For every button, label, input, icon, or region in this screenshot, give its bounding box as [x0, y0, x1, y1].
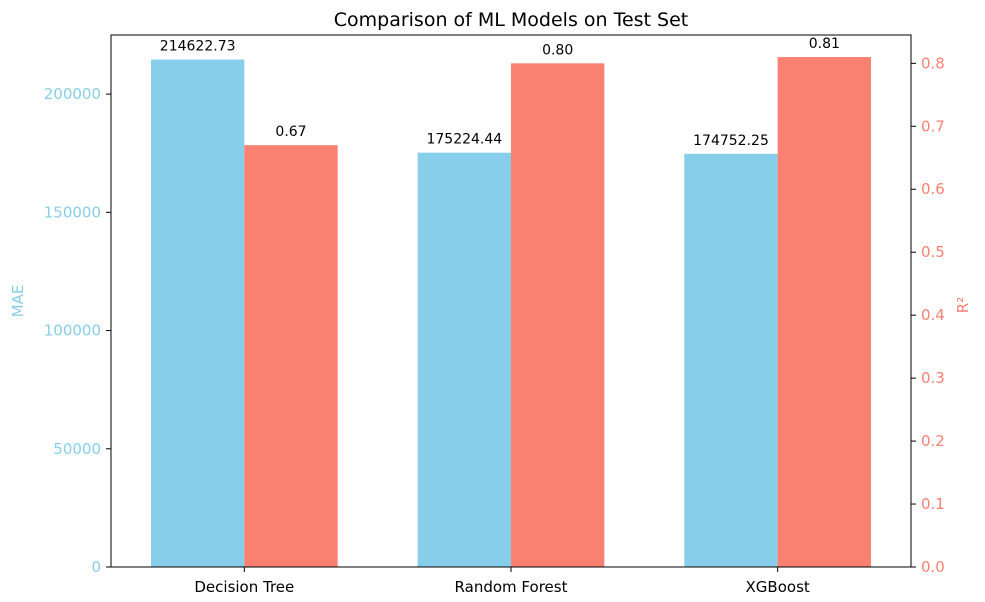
- x-tick-label-decision-tree: Decision Tree: [194, 578, 294, 596]
- data-label-mae-decision-tree: 214622.73: [160, 39, 236, 55]
- bar-mae-decision-tree: [151, 59, 245, 568]
- chart-title: Comparison of ML Models on Test Set: [334, 9, 689, 31]
- left-y-axis: 0 50000 100000 150000 200000: [44, 85, 111, 576]
- right-y-tick-label: 0.5: [921, 243, 945, 261]
- bar-r-decision-tree: [244, 145, 338, 567]
- bar-r-random-forest: [511, 63, 605, 567]
- bar-mae-random-forest: [417, 152, 511, 568]
- left-y-tick-label: 0: [91, 558, 101, 576]
- x-tick-label-random-forest: Random Forest: [455, 578, 568, 596]
- data-label-mae-xgboost: 174752.25: [693, 133, 769, 149]
- bar-mae-xgboost: [684, 153, 778, 567]
- right-y-tick-label: 0.6: [921, 180, 945, 198]
- left-y-tick-label: 200000: [44, 85, 101, 103]
- plot-frame: [110, 34, 912, 568]
- bars-layer: 214622.73 0.67 175224.44 0.80 174752.25 0.81: [151, 36, 871, 568]
- bar-r-xgboost: [777, 57, 871, 568]
- left-y-tick-label: 50000: [53, 440, 101, 458]
- data-label-r-decision-tree: 0.67: [275, 124, 306, 140]
- right-y-tick-label: 0.3: [921, 369, 945, 387]
- data-label-r-random-forest: 0.80: [542, 42, 573, 58]
- left-y-tick-label: 150000: [44, 203, 101, 221]
- right-y-tick-label: 0.0: [921, 558, 945, 576]
- right-y-axis: 0.0 0.1 0.2 0.3 0.4 0.5 0.6 0.7 0.8: [911, 54, 945, 576]
- right-y-tick-label: 0.8: [921, 54, 945, 72]
- x-tick-label-xgboost: XGBoost: [746, 578, 810, 596]
- data-label-mae-random-forest: 175224.44: [426, 132, 502, 148]
- x-axis: Decision Tree Random Forest XGBoost: [194, 567, 810, 596]
- left-y-axis-title: MAE: [9, 285, 27, 318]
- right-y-tick-label: 0.7: [921, 117, 945, 135]
- data-label-r-xgboost: 0.81: [809, 36, 840, 52]
- right-y-axis-title: R²: [954, 297, 972, 313]
- right-y-tick-label: 0.2: [921, 432, 945, 450]
- right-y-tick-label: 0.4: [921, 306, 945, 324]
- right-y-tick-label: 0.1: [921, 495, 945, 513]
- left-y-tick-label: 100000: [44, 322, 101, 340]
